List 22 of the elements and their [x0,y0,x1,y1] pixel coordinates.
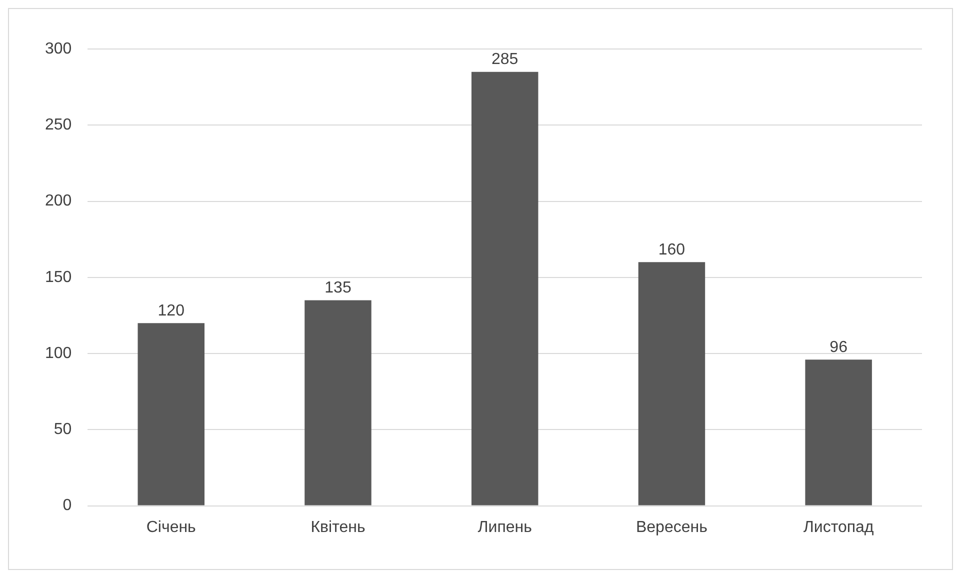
y-tick-label: 0 [62,497,72,514]
y-tick-label: 150 [44,268,72,286]
x-tick-label: Січень [146,518,196,536]
y-tick-label: 200 [44,192,72,210]
bar [638,262,706,506]
data-label: 160 [658,242,686,259]
bar [805,360,872,506]
y-tick-label: 250 [44,116,72,134]
y-tick-label: 300 [44,40,72,58]
y-tick-label: 50 [54,421,72,438]
data-label: 120 [158,302,185,320]
data-label: 285 [491,51,518,68]
x-tick-label: Листопад [803,518,874,536]
x-tick-label: Квітень [310,518,366,536]
data-label: 135 [324,280,352,297]
x-tick-label: Вересень [636,518,708,536]
y-tick-label: 100 [44,344,72,362]
bar [304,300,372,506]
bar [471,72,538,506]
data-label: 96 [830,339,848,356]
bar [138,323,204,506]
x-tick-label: Липень [478,518,532,536]
